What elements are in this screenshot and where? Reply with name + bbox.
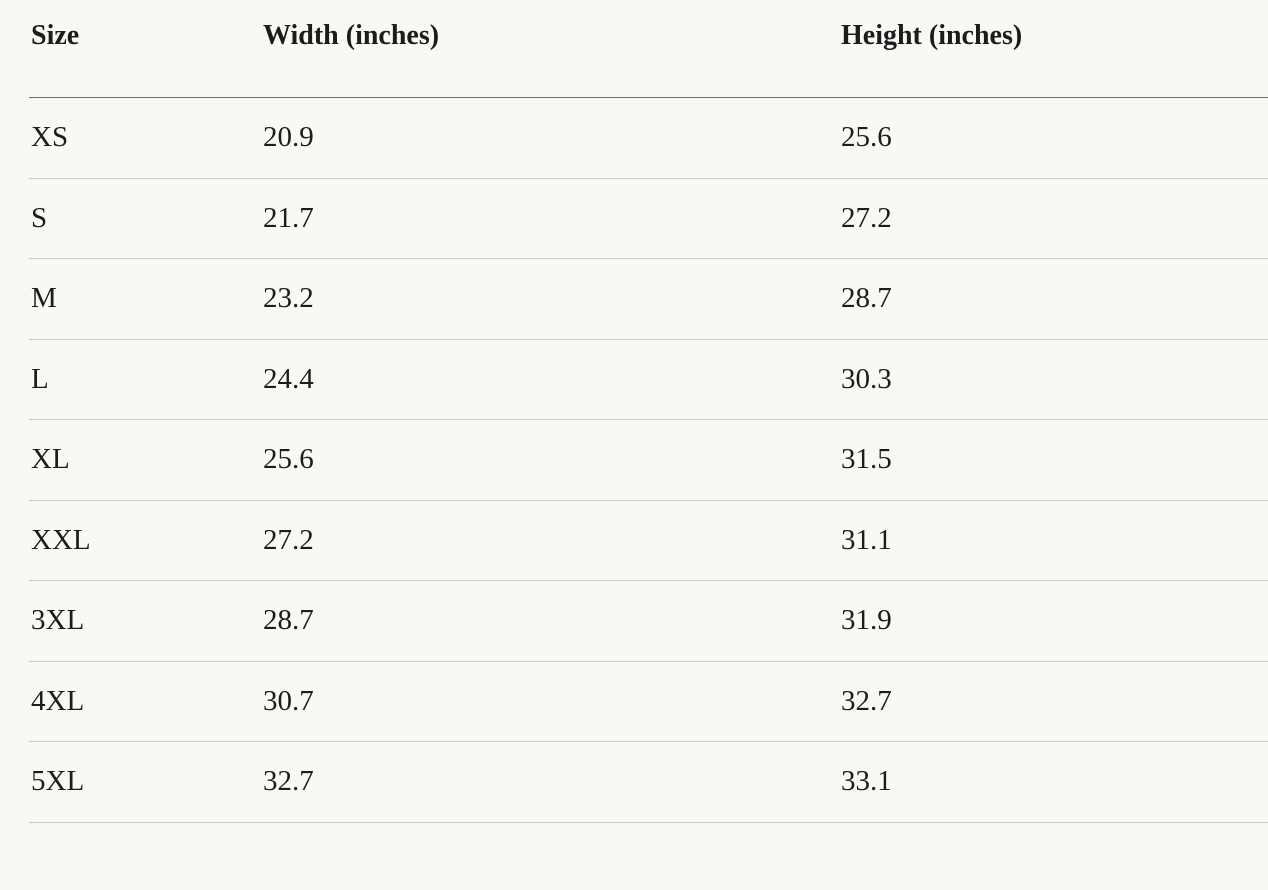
table-cell: 31.1 (841, 523, 892, 556)
table-cell: XL (31, 443, 70, 476)
table-cell: XXL (31, 523, 91, 556)
table-row: 5XL 32.7 33.1 (29, 742, 1268, 823)
table-cell: 23.2 (263, 282, 314, 315)
table-cell: 31.5 (841, 443, 892, 476)
table-cell: 4XL (31, 684, 85, 717)
table-cell: 32.7 (263, 765, 314, 798)
table-cell: 3XL (31, 604, 85, 637)
table-cell: 25.6 (263, 443, 314, 476)
table-cell: 30.7 (263, 684, 314, 717)
header-row: Size Width (inches) Height (inches) (29, 0, 1268, 98)
table-row: M 23.2 28.7 (29, 259, 1268, 340)
table-row: XXL 27.2 31.1 (29, 501, 1268, 581)
table-row: 4XL 30.7 32.7 (29, 662, 1268, 742)
table-cell: L (31, 362, 49, 395)
table-cell: M (31, 282, 57, 315)
table-cell: 33.1 (841, 765, 892, 798)
header-cell: Size (31, 20, 80, 51)
table-cell: 28.7 (263, 604, 314, 637)
table-cell: 27.2 (841, 201, 892, 234)
table-cell: 27.2 (263, 523, 314, 556)
table-row: L 24.4 30.3 (29, 340, 1268, 420)
table-cell: XS (31, 121, 69, 154)
table-cell: 25.6 (841, 121, 892, 154)
header-cell: Height (inches) (841, 20, 1023, 51)
table-cell: 28.7 (841, 282, 892, 315)
table-cell: 5XL (31, 765, 85, 798)
table-cell: 30.3 (841, 362, 892, 395)
header-cell: Width (inches) (263, 20, 440, 51)
table-cell: S (31, 201, 48, 234)
table-row: S 21.7 27.2 (29, 179, 1268, 259)
size-table: Size Width (inches) Height (inches) XS 20… (29, 0, 1268, 823)
table-cell: 24.4 (263, 362, 314, 395)
table-cell: 20.9 (263, 121, 314, 154)
table-row: 3XL 28.7 31.9 (29, 581, 1268, 662)
table-row: XS 20.9 25.6 (29, 98, 1268, 179)
table-cell: 31.9 (841, 604, 892, 637)
table-cell: 32.7 (841, 684, 892, 717)
table-cell: 21.7 (263, 201, 314, 234)
table-row: XL 25.6 31.5 (29, 420, 1268, 501)
